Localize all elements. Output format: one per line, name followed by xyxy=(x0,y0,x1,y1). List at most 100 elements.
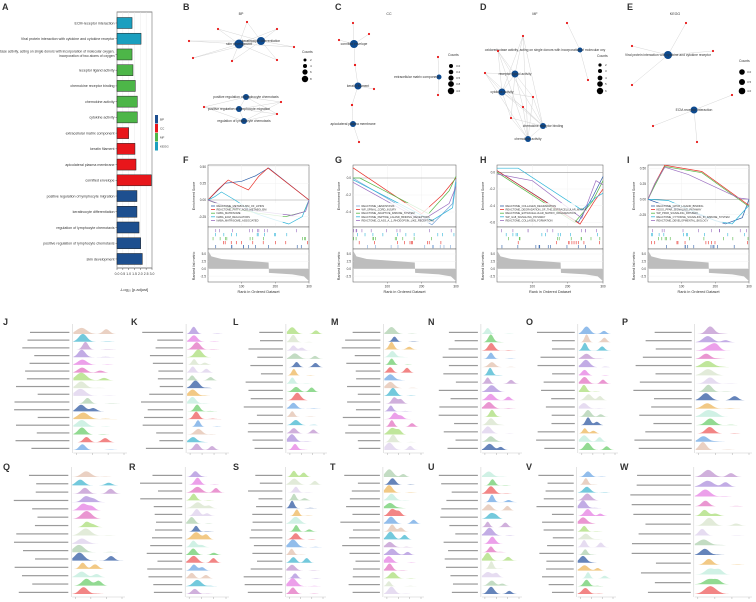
ridge-term-label-placeholder xyxy=(358,447,381,449)
network-edge xyxy=(217,28,262,42)
network-edge xyxy=(501,91,544,127)
ridge-density xyxy=(481,343,522,351)
ridge-density xyxy=(286,548,326,555)
ridge-term-label-placeholder xyxy=(250,568,283,570)
ridge-term-label-placeholder xyxy=(146,552,183,554)
x-tick-label: 1.5 xyxy=(132,272,137,276)
ridge-term-label-placeholder xyxy=(655,348,692,350)
network-edge xyxy=(510,117,529,140)
ridge-density xyxy=(384,367,424,373)
ridge-density xyxy=(187,428,229,435)
legend-label: MF xyxy=(160,136,164,140)
ridge-term-label-placeholder xyxy=(342,416,381,419)
ridge-term-label-placeholder xyxy=(153,506,183,508)
panel-label: Q xyxy=(3,462,10,472)
ridge-density xyxy=(577,549,616,555)
ridge-term-label-placeholder xyxy=(37,393,70,395)
ridge-term-label-placeholder xyxy=(544,447,575,449)
ridge-density xyxy=(383,469,424,477)
y-tick-label: 2.5 xyxy=(642,260,647,264)
ridge-term-label-placeholder xyxy=(159,440,184,442)
bar xyxy=(116,48,133,61)
term-label: keratinocyte differentiation xyxy=(242,39,281,43)
ridge-term-label-placeholder xyxy=(22,347,70,349)
ridge-term-label-placeholder xyxy=(454,340,478,342)
ridge-density xyxy=(577,533,616,540)
network-edge xyxy=(351,104,354,125)
ridge-term-label-placeholder xyxy=(357,482,380,484)
ridge-term-label-placeholder xyxy=(15,385,70,388)
network-edge xyxy=(245,96,282,103)
legend-label: REACTOME_HEMOSTASIS xyxy=(362,204,395,208)
ridge-term-label-placeholder xyxy=(541,389,575,391)
ridge-density xyxy=(187,359,229,365)
y-tick-label: 0.0 xyxy=(491,171,496,175)
x-tick-label: 100 xyxy=(239,285,245,289)
ridge-term-label-placeholder xyxy=(630,494,691,496)
ridge-density xyxy=(72,521,125,528)
legend-size-circle xyxy=(448,81,454,87)
gene-node xyxy=(684,21,688,25)
ridge-term-label-placeholder xyxy=(142,331,184,333)
ridge-term-label-placeholder xyxy=(27,339,70,341)
ridge-density xyxy=(578,376,618,384)
ridge-term-label-placeholder xyxy=(542,576,574,578)
ridge-density xyxy=(187,380,229,389)
ridge-term-label-placeholder xyxy=(633,513,691,515)
ridge-term-label-placeholder xyxy=(159,385,184,388)
ridge-term-label-placeholder xyxy=(450,398,478,400)
ridge-term-label-placeholder xyxy=(445,566,478,568)
ridge-term-label-placeholder xyxy=(151,537,183,539)
category-label: keratin filament xyxy=(90,147,114,151)
legend-label: REACTOME_METABOLISM_OF_LIPIDS xyxy=(217,204,265,208)
ridge-density xyxy=(187,389,229,396)
ridge-term-label-placeholder xyxy=(35,558,69,560)
ridge-density xyxy=(286,428,327,434)
y-axis-label: Enrichment Score xyxy=(481,182,485,211)
gene-node xyxy=(202,105,206,109)
ridge-term-label-placeholder xyxy=(654,331,692,333)
panel-label: N xyxy=(428,317,435,327)
ridge-density xyxy=(286,368,327,376)
es-curve xyxy=(647,166,750,200)
ridge-density xyxy=(577,572,616,579)
y-tick-label: 2.5 xyxy=(202,260,207,264)
es-curve xyxy=(352,177,457,226)
ridge-density xyxy=(286,353,327,359)
y-tick-label: 2.5 xyxy=(491,260,496,264)
legend-value: 3.2 xyxy=(456,70,461,74)
ridge-density xyxy=(481,362,522,368)
y-tick-label: 0.00 xyxy=(640,197,646,201)
ridge-density xyxy=(383,493,424,501)
ridge-term-label-placeholder xyxy=(441,483,478,485)
network-edge xyxy=(497,50,516,75)
gene-node xyxy=(275,58,279,62)
ridge-density xyxy=(578,359,618,368)
legend-value: 3.0 xyxy=(456,64,461,68)
gene-node xyxy=(191,56,195,60)
ridge-term-label-placeholder xyxy=(156,521,183,523)
bar xyxy=(116,143,136,155)
legend-value: 3.8 xyxy=(456,82,461,86)
y-axis-label-ranked: Ranked list metric xyxy=(632,252,636,281)
ridge-density xyxy=(481,486,522,494)
y-tick-label: -0.4 xyxy=(490,204,496,208)
ridge-density xyxy=(577,478,616,485)
es-curve xyxy=(647,166,750,207)
ridge-density xyxy=(286,539,326,548)
ridge-term-label-placeholder xyxy=(552,373,575,375)
network-edge xyxy=(484,72,529,140)
bar xyxy=(116,17,133,29)
network-edge xyxy=(527,96,534,140)
legend-size-circle xyxy=(597,81,603,87)
y-tick-label: -0.6 xyxy=(490,221,496,225)
category-label-line: incorporation of two atoms of oxygen xyxy=(59,54,115,58)
ridge-density xyxy=(73,420,127,427)
legend-label: REACTOME_DEGRADATION_OF_THE_EXTRACELLULA… xyxy=(506,208,587,212)
panel-label: T xyxy=(330,462,336,472)
x-tick-label: 300 xyxy=(453,285,459,289)
ridge-term-label-placeholder xyxy=(340,521,380,523)
ridge-term-label-placeholder xyxy=(28,474,69,476)
network-edge xyxy=(497,50,529,140)
legend-title: Counts xyxy=(597,54,608,58)
